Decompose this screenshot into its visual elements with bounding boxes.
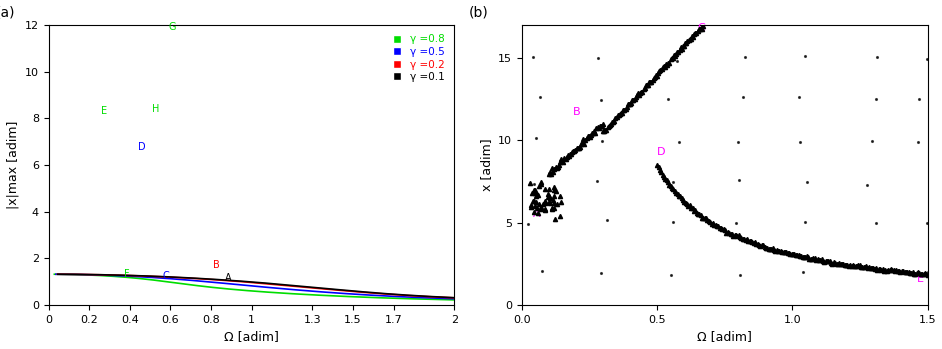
Text: C: C xyxy=(162,271,169,281)
Text: A: A xyxy=(533,209,541,220)
Text: F: F xyxy=(123,269,129,279)
Text: C: C xyxy=(698,23,706,33)
Text: (b): (b) xyxy=(469,5,489,19)
Text: D: D xyxy=(138,142,146,152)
Text: (a): (a) xyxy=(0,5,15,19)
Y-axis label: x [adim]: x [adim] xyxy=(479,139,493,191)
Text: G: G xyxy=(169,22,176,32)
Y-axis label: |x|max [adim]: |x|max [adim] xyxy=(7,121,19,209)
Text: D: D xyxy=(658,147,666,157)
Text: B: B xyxy=(213,260,219,270)
Text: A: A xyxy=(225,273,232,283)
X-axis label: Ω [adim]: Ω [adim] xyxy=(697,331,753,343)
Text: H: H xyxy=(153,104,159,114)
Text: E: E xyxy=(917,274,924,284)
Text: E: E xyxy=(102,106,107,116)
Legend: γ =0.8, γ =0.5, γ =0.2, γ =0.1: γ =0.8, γ =0.5, γ =0.2, γ =0.1 xyxy=(382,30,449,86)
X-axis label: Ω [adim]: Ω [adim] xyxy=(224,331,279,343)
Text: B: B xyxy=(574,107,581,117)
